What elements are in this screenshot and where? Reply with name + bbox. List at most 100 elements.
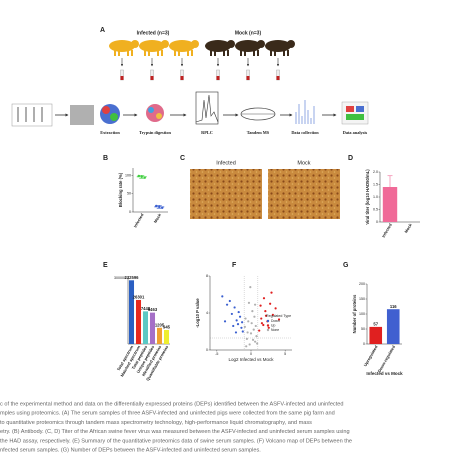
y-tick-label: 150 [359, 297, 365, 301]
pig-leg [210, 50, 212, 56]
workflow-icons [11, 91, 369, 127]
group-label: Infected (n=3) [137, 30, 170, 36]
point [237, 310, 240, 314]
pig-leg [274, 50, 276, 56]
y-axis-label: -Log10 P value [195, 298, 200, 328]
pig-leg [161, 50, 163, 56]
point [262, 297, 266, 300]
point [247, 301, 251, 304]
caption-line: etry. (B) Antibody. (C, D) Titer of the … [0, 429, 350, 435]
step-label: Tandem MS [247, 130, 270, 135]
point [232, 324, 235, 328]
y-tick-label: 0 [129, 210, 131, 214]
y-axis-label: Viral titer (log10 HAD50/mL) [365, 169, 370, 225]
x-axis-label: Log2 Infected vs Mock [228, 357, 274, 362]
group-label: Mock (n=3) [235, 30, 262, 36]
y-tick-label: 4 [206, 311, 208, 315]
step-label: Extraction [100, 130, 120, 135]
micrograph [190, 169, 262, 219]
pig-leg [223, 50, 225, 56]
pig-leg [227, 50, 229, 56]
caption-line: c of the experimental method and data on… [0, 401, 344, 407]
point [260, 322, 264, 325]
point [230, 312, 233, 316]
y-tick-label: 0.5 [373, 207, 378, 211]
data-label: 116 [390, 304, 397, 309]
point [253, 315, 256, 318]
x-tick-label: 5 [284, 352, 286, 356]
point [245, 337, 248, 340]
point [241, 330, 244, 333]
point [277, 318, 281, 321]
point [246, 331, 249, 334]
caption: c of the experimental method and data on… [0, 401, 352, 453]
pig [235, 40, 265, 81]
point [250, 322, 253, 325]
x-tick-label: Mock [403, 222, 413, 234]
caption-line: to quantitative proteomics through tande… [0, 420, 312, 426]
tube-sample [276, 76, 280, 80]
y-tick-label: 1.0 [373, 195, 378, 199]
x-tick-label: -5 [215, 352, 218, 356]
point [241, 321, 244, 324]
pig-leg [287, 50, 289, 56]
caption-line: the HAD assay, respectively. (E) Summary… [0, 438, 352, 444]
point [236, 323, 240, 326]
y-tick-label: 100 [125, 173, 131, 177]
panel-label: G [343, 262, 349, 269]
point [245, 345, 248, 348]
point [234, 331, 238, 334]
chart: F 0 4 8 -Log10 P value -5 0 5 Log2 Infected vs M… [195, 262, 292, 362]
y-axis-label: Number of proteins [352, 294, 357, 333]
point [256, 342, 259, 345]
point [254, 324, 257, 328]
pig-leg [270, 50, 272, 56]
pig-body [109, 40, 135, 52]
pig-head [227, 40, 235, 48]
step-label: Data collection [291, 130, 319, 135]
x-tick-label: Infected [133, 212, 145, 228]
pig [139, 40, 169, 81]
legend-swatch [266, 319, 270, 323]
pig-body [169, 40, 195, 52]
point [221, 295, 224, 298]
point [249, 332, 253, 335]
bar [386, 309, 400, 344]
pig-leg [214, 50, 216, 56]
point [235, 319, 238, 322]
caption-line: nfected serum samples. (G) Number of DEP… [0, 447, 261, 453]
bar [149, 312, 156, 344]
pig-body [265, 40, 291, 52]
data-label: 6463 [148, 307, 158, 312]
step-label: Data analysis [343, 130, 368, 135]
panel-label: E [103, 262, 108, 269]
pig-head [257, 40, 265, 48]
point [255, 335, 258, 338]
tube-sample [120, 76, 124, 80]
point [274, 307, 277, 310]
point [258, 329, 261, 332]
point [251, 338, 255, 341]
point [244, 317, 247, 320]
data-label: 57 [373, 322, 378, 327]
pig-head [161, 40, 169, 48]
pig-leg [157, 50, 159, 56]
y-tick-label: 1.5 [373, 182, 378, 186]
bar [156, 327, 163, 344]
pig [169, 40, 199, 81]
y-tick-label: 0 [206, 348, 208, 352]
tube-sample [150, 76, 154, 80]
pig-body [235, 40, 261, 52]
chart: G 0 50 100 150 200 Number of proteins 57 Upregul… [343, 262, 403, 376]
point [225, 303, 229, 306]
micrograph-label: Infected [216, 160, 236, 166]
point [254, 303, 257, 306]
data-label: 7448 [141, 306, 151, 311]
bar [163, 329, 170, 344]
y-axis-label: Blocking rate (%) [118, 172, 123, 207]
pig-group [109, 40, 295, 81]
pig-head [191, 40, 199, 48]
